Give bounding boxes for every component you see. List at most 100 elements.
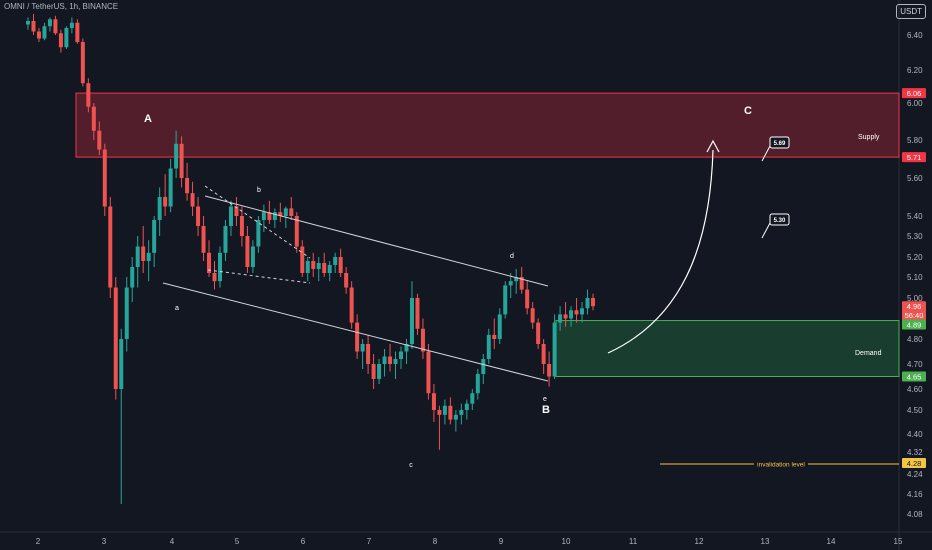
price-tag xyxy=(902,301,926,312)
zones-layer: Supply Demand xyxy=(75,92,900,377)
candle-body xyxy=(492,334,497,339)
candle-body xyxy=(267,212,272,220)
projection-arrow-head xyxy=(706,139,720,153)
channel-lower-line xyxy=(162,282,549,382)
time-tick-label: 15 xyxy=(894,537,903,546)
candle-body xyxy=(108,206,113,288)
candle-body xyxy=(261,212,266,220)
time-tick-label: 7 xyxy=(367,537,372,546)
candle-body xyxy=(36,31,41,39)
price-tick-label: 4.16 xyxy=(907,490,923,499)
candle-body xyxy=(278,212,283,216)
supply-zone xyxy=(75,92,900,158)
price-tick-label: 5.40 xyxy=(907,212,923,221)
time-tick-label: 11 xyxy=(629,537,638,546)
candle-body xyxy=(91,106,96,131)
candle-body xyxy=(382,356,387,364)
candle-body xyxy=(311,261,316,269)
candle-body xyxy=(234,206,239,216)
price-tag-label: 6.06 xyxy=(907,89,922,98)
candle-body xyxy=(585,298,590,309)
target-box xyxy=(769,213,790,226)
candle-body xyxy=(289,208,294,216)
candle-body xyxy=(113,287,118,389)
price-tag-label: 56:40 xyxy=(905,311,924,320)
candle-body xyxy=(366,344,371,364)
drawings-layer: invalidation level 5.69 5.30 A B Ca b c d e xyxy=(144,105,899,469)
candle-body xyxy=(58,33,63,48)
target-label: 5.30 xyxy=(774,218,786,224)
candle-body xyxy=(349,287,354,323)
candle-body xyxy=(377,364,382,379)
price-tag-label: 4.28 xyxy=(907,459,922,468)
candle-body xyxy=(102,149,107,207)
time-tick-label: 5 xyxy=(235,537,240,546)
candle-body xyxy=(179,143,184,178)
candle-body xyxy=(327,265,332,273)
candle-body xyxy=(75,22,80,42)
time-tick-label: 13 xyxy=(761,537,770,546)
candle-body xyxy=(569,310,574,319)
price-tick-label: 6.00 xyxy=(907,99,923,108)
time-tick-label: 14 xyxy=(827,537,836,546)
candle-body xyxy=(322,263,327,273)
triangle-lower-line xyxy=(207,269,311,284)
price-tag-label: 4.65 xyxy=(907,373,922,382)
candle-body xyxy=(338,257,343,273)
candle-body xyxy=(201,226,206,253)
candle-body xyxy=(119,339,124,389)
price-tag-label: 4.96 xyxy=(907,302,922,311)
price-tick-label: 4.50 xyxy=(907,406,923,415)
price-tag xyxy=(902,458,926,468)
candle-body xyxy=(168,168,173,207)
candle-body xyxy=(437,410,442,415)
candle-body xyxy=(31,21,36,32)
candle-body xyxy=(591,298,595,307)
candle-body xyxy=(69,22,74,28)
invalidation-label: invalidation level xyxy=(757,462,805,469)
candle-body xyxy=(163,197,168,207)
candles-layer xyxy=(26,14,595,504)
candle-body xyxy=(453,414,458,420)
price-tick-label: 5.20 xyxy=(907,253,923,262)
price-tick-label: 4.32 xyxy=(907,448,923,457)
candle-body xyxy=(146,252,151,261)
wave-label-d: d xyxy=(510,253,514,260)
candle-body xyxy=(519,277,524,290)
candle-body xyxy=(256,220,261,247)
candle-body xyxy=(497,314,502,339)
time-tick-label: 9 xyxy=(499,537,504,546)
time-tick-label: 4 xyxy=(170,537,175,546)
candle-body xyxy=(86,83,91,107)
candle-body xyxy=(459,410,464,415)
price-tag xyxy=(902,152,926,163)
candle-body xyxy=(355,322,360,352)
wave-label-b: b xyxy=(257,187,261,194)
candle-body xyxy=(426,351,431,394)
candle-body xyxy=(525,289,530,309)
wave-label-B: B xyxy=(542,404,550,416)
candle-body xyxy=(470,393,475,404)
price-tick-label: 4.24 xyxy=(907,470,923,479)
wave-label-A: A xyxy=(144,113,152,125)
candle-body xyxy=(212,273,217,282)
time-tick-label: 6 xyxy=(301,537,306,546)
candle-body xyxy=(316,263,321,269)
candle-body xyxy=(536,322,541,344)
demand-zone-label: Demand xyxy=(855,350,882,357)
currency-button[interactable]: USDT xyxy=(896,4,926,19)
candle-body xyxy=(141,246,146,261)
candle-body xyxy=(207,252,212,273)
candle-body xyxy=(464,403,469,410)
candle-body xyxy=(558,314,563,323)
candle-body xyxy=(333,257,338,265)
wave-label-a: a xyxy=(175,305,179,312)
candle-body xyxy=(157,197,162,220)
candle-body xyxy=(64,28,69,48)
target-pointer xyxy=(761,145,771,162)
price-tick-label: 4.70 xyxy=(907,360,923,369)
price-tick-label: 4.80 xyxy=(907,335,923,344)
